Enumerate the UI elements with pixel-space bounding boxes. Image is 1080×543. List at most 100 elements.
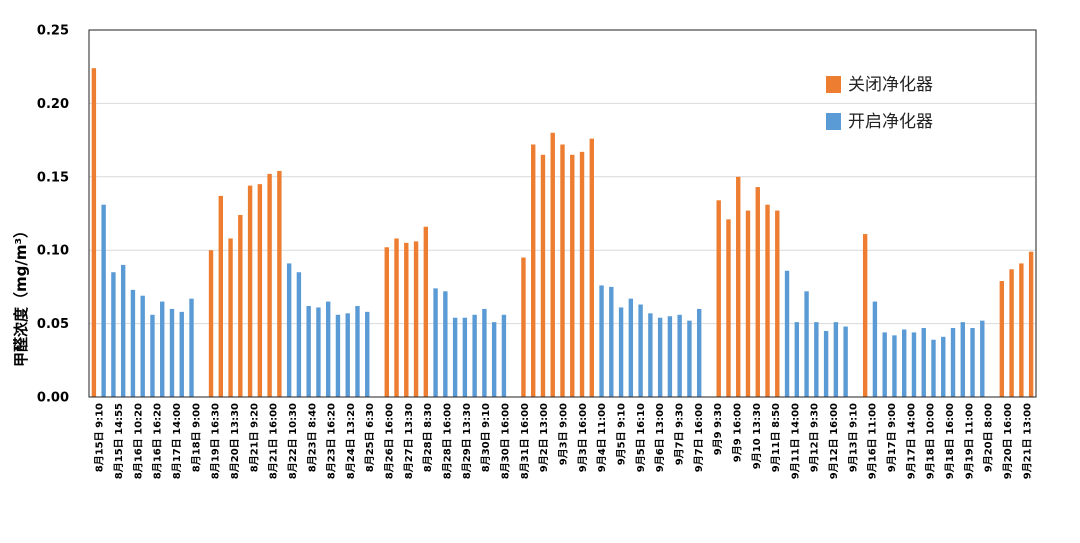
legend: 关闭净化器 开启净化器	[826, 75, 933, 132]
bar	[814, 322, 819, 397]
bar	[862, 234, 868, 397]
bar	[550, 132, 555, 397]
y-tick-label: 0.15	[37, 170, 69, 185]
x-tick-label: 9月7日 16:00	[693, 403, 705, 472]
x-tick-label: 9月11日 14:00	[789, 403, 801, 479]
bar	[784, 270, 790, 397]
bar	[238, 214, 243, 397]
bar	[921, 328, 926, 397]
bar	[804, 291, 809, 397]
bar	[618, 307, 624, 397]
legend-swatch-open	[826, 113, 841, 130]
x-tick-label: 8月25日 6:30	[364, 403, 376, 472]
x-tick-labels: 8月15日 9:10 8月15日 14:55 8月16日 10:20 8月16日 16…	[94, 403, 1034, 479]
x-tick-label: 8月31日 16:00	[519, 403, 531, 479]
bar	[882, 332, 887, 397]
bar	[365, 311, 370, 397]
bar	[941, 336, 946, 397]
x-tick-label: 8月28日 16:00	[442, 403, 454, 479]
x-tick-label: 9月13日 9:10	[847, 403, 859, 472]
x-tick-label: 9月4日 11:00	[596, 403, 608, 472]
bar	[150, 314, 155, 397]
bar	[306, 305, 311, 397]
bar	[716, 200, 721, 397]
bar	[902, 329, 907, 397]
bar	[394, 238, 399, 397]
bar	[335, 314, 341, 397]
legend-swatch-closed	[826, 76, 841, 93]
bar	[950, 328, 956, 397]
bar	[228, 238, 233, 397]
x-tick-label: 9月11日 8:50	[770, 403, 782, 472]
x-tick-label: 9月10 13:30	[751, 403, 763, 469]
x-tick-label: 8月20日 13:30	[229, 403, 241, 479]
x-tick-label: 9月18日 16:00	[944, 403, 956, 479]
x-tick-label: 8月16日 16:20	[152, 403, 164, 479]
x-tick-label: 9月5日 9:10	[616, 403, 628, 465]
bar	[999, 281, 1005, 397]
x-tick-label: 8月27日 13:30	[403, 403, 415, 479]
bar	[687, 320, 692, 397]
bar	[589, 138, 594, 397]
bar	[892, 335, 897, 397]
x-tick-label: 8月23日 8:40	[306, 403, 318, 472]
bar	[452, 317, 458, 397]
x-tick-label: 9月3日 9:00	[558, 403, 570, 465]
bar	[1019, 263, 1024, 397]
bar	[628, 298, 634, 397]
y-tick-label: 0.25	[37, 24, 69, 39]
bar	[189, 298, 194, 397]
x-tick-label: 8月23日 16:20	[326, 403, 338, 479]
bar	[1009, 269, 1014, 397]
bar	[755, 187, 760, 397]
x-tick-label: 8月29日 13:30	[461, 403, 473, 479]
x-tick-label: 9月6日 13:00	[654, 403, 666, 472]
x-tick-label: 8月26日 16:00	[384, 403, 396, 479]
bar	[775, 210, 780, 397]
bar	[296, 272, 302, 397]
bar	[911, 332, 917, 397]
bar	[404, 242, 409, 397]
legend-label-open: 开启净化器	[848, 112, 933, 132]
bar	[101, 204, 106, 397]
bar	[501, 314, 507, 397]
bar	[111, 272, 116, 397]
bar	[872, 301, 878, 397]
x-tick-label: 8月24日 13:20	[345, 403, 357, 479]
bars	[91, 68, 1034, 398]
x-tick-label: 9月19日 11:00	[963, 403, 975, 479]
x-tick-label: 9月18日 10:00	[925, 403, 937, 479]
bar	[179, 311, 184, 397]
bar	[345, 313, 350, 397]
x-tick-label: 8月15日 9:10	[94, 403, 106, 472]
bar	[648, 313, 653, 397]
y-tick-label: 0.20	[37, 97, 69, 112]
bar	[980, 320, 985, 397]
bar	[970, 328, 975, 397]
x-tick-label: 9月12日 9:30	[809, 403, 821, 472]
bar	[794, 322, 800, 397]
x-tick-label: 8月30日 16:00	[500, 403, 512, 479]
x-tick-label: 9月9 9:30	[712, 403, 724, 455]
bar	[521, 257, 526, 397]
plot-frame	[88, 29, 1037, 398]
bar	[843, 326, 848, 397]
x-tick-label: 9月21日 13:00	[1021, 403, 1033, 479]
bar	[413, 241, 419, 397]
x-tick-label: 8月30日 9:10	[480, 403, 492, 472]
bar	[579, 151, 585, 397]
x-tick-label: 9月17日 14:00	[905, 403, 917, 479]
bar	[560, 144, 565, 397]
bar	[462, 317, 468, 397]
bar	[1028, 251, 1034, 397]
bar	[443, 291, 448, 397]
bar	[433, 288, 438, 397]
x-tick-label: 8月28日 8:30	[422, 403, 434, 472]
bar	[540, 154, 546, 397]
bar	[696, 308, 702, 397]
legend-label-closed: 关闭净化器	[848, 75, 933, 95]
bar	[130, 289, 136, 397]
bar	[247, 185, 253, 397]
